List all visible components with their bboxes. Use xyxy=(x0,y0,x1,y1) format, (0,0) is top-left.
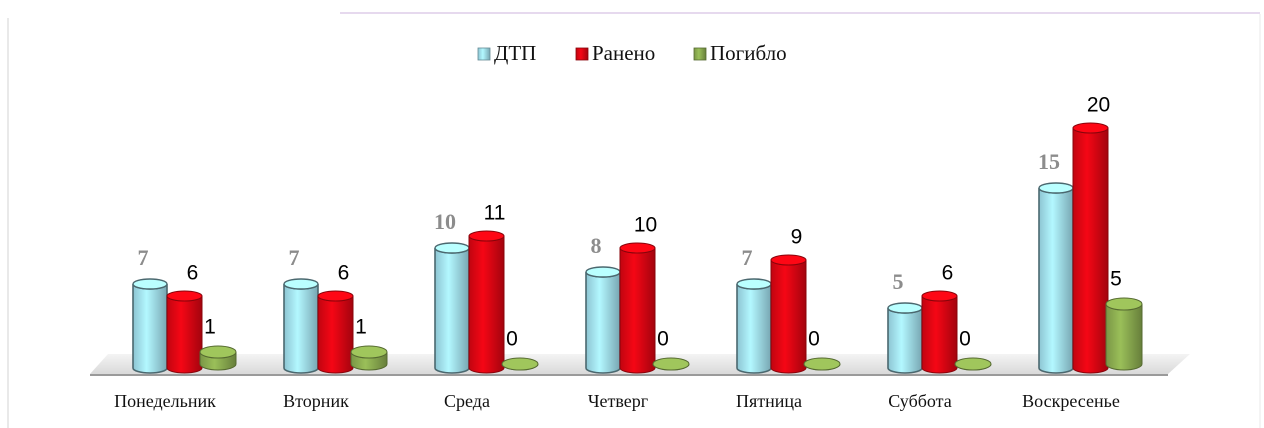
bar-cap xyxy=(350,345,388,359)
data-label: 6 xyxy=(942,262,954,285)
bar-cap xyxy=(1072,122,1109,134)
data-label: 6 xyxy=(187,262,199,285)
bar xyxy=(468,235,505,374)
bar xyxy=(132,283,168,374)
x-tick-label: Воскресенье xyxy=(1022,391,1120,411)
bar-cap xyxy=(1038,182,1074,194)
bar-cap xyxy=(921,290,958,302)
data-label: 8 xyxy=(591,233,602,258)
bar xyxy=(736,283,772,374)
bar xyxy=(1072,127,1109,374)
bar-cap xyxy=(803,357,841,371)
x-tick-label: Вторник xyxy=(283,391,349,411)
bar xyxy=(585,271,621,374)
bar-cap xyxy=(585,266,621,278)
data-label: 5 xyxy=(1110,268,1122,291)
bar-cap xyxy=(619,242,656,254)
data-label: 15 xyxy=(1038,149,1060,174)
bar-cap xyxy=(317,290,354,302)
bar-cap xyxy=(434,242,470,254)
x-tick-label: Понедельник xyxy=(114,391,216,411)
bar xyxy=(283,283,319,374)
bar-cap xyxy=(770,254,807,266)
data-label: 0 xyxy=(959,328,971,351)
bar-cap xyxy=(652,357,690,371)
data-label: 6 xyxy=(338,262,350,285)
bar-cap xyxy=(283,278,319,290)
bar-cap xyxy=(954,357,992,371)
bar xyxy=(619,247,656,374)
legend-swatch xyxy=(693,47,707,61)
bar-cap xyxy=(501,357,539,371)
bar-cap xyxy=(468,230,505,242)
data-label: 7 xyxy=(742,245,753,270)
bar xyxy=(1105,303,1143,371)
legend-label: ДТП xyxy=(494,41,536,65)
bar xyxy=(770,259,807,374)
x-tick-label: Среда xyxy=(444,391,490,411)
bar xyxy=(1038,187,1074,374)
data-label: 10 xyxy=(434,209,456,234)
data-label: 9 xyxy=(791,226,803,249)
data-label: 10 xyxy=(634,214,657,237)
data-label: 1 xyxy=(204,316,216,339)
x-tick-label: Пятница xyxy=(736,391,802,411)
bar-cap xyxy=(736,278,772,290)
legend-swatch xyxy=(477,47,491,61)
bar-cap xyxy=(132,278,168,290)
data-label: 1 xyxy=(355,316,367,339)
data-label: 5 xyxy=(893,269,904,294)
bar xyxy=(166,295,203,374)
bar-cap xyxy=(887,302,923,314)
bar xyxy=(887,307,923,374)
legend-swatch xyxy=(575,47,589,61)
bar-cap xyxy=(199,345,237,359)
bar xyxy=(921,295,958,374)
x-tick-label: Суббота xyxy=(888,391,951,411)
x-tick-label: Четверг xyxy=(588,391,648,411)
bar xyxy=(317,295,354,374)
data-label: 0 xyxy=(657,328,669,351)
data-label: 7 xyxy=(289,245,300,270)
bar-cap xyxy=(166,290,203,302)
bar-cap xyxy=(1105,297,1143,311)
data-label: 0 xyxy=(808,328,820,351)
data-label: 20 xyxy=(1087,94,1110,117)
bar xyxy=(434,247,470,374)
legend-label: Погибло xyxy=(710,41,787,65)
legend-label: Ранено xyxy=(592,41,655,65)
data-label: 11 xyxy=(484,202,506,225)
data-label: 7 xyxy=(138,245,149,270)
data-label: 0 xyxy=(506,328,518,351)
